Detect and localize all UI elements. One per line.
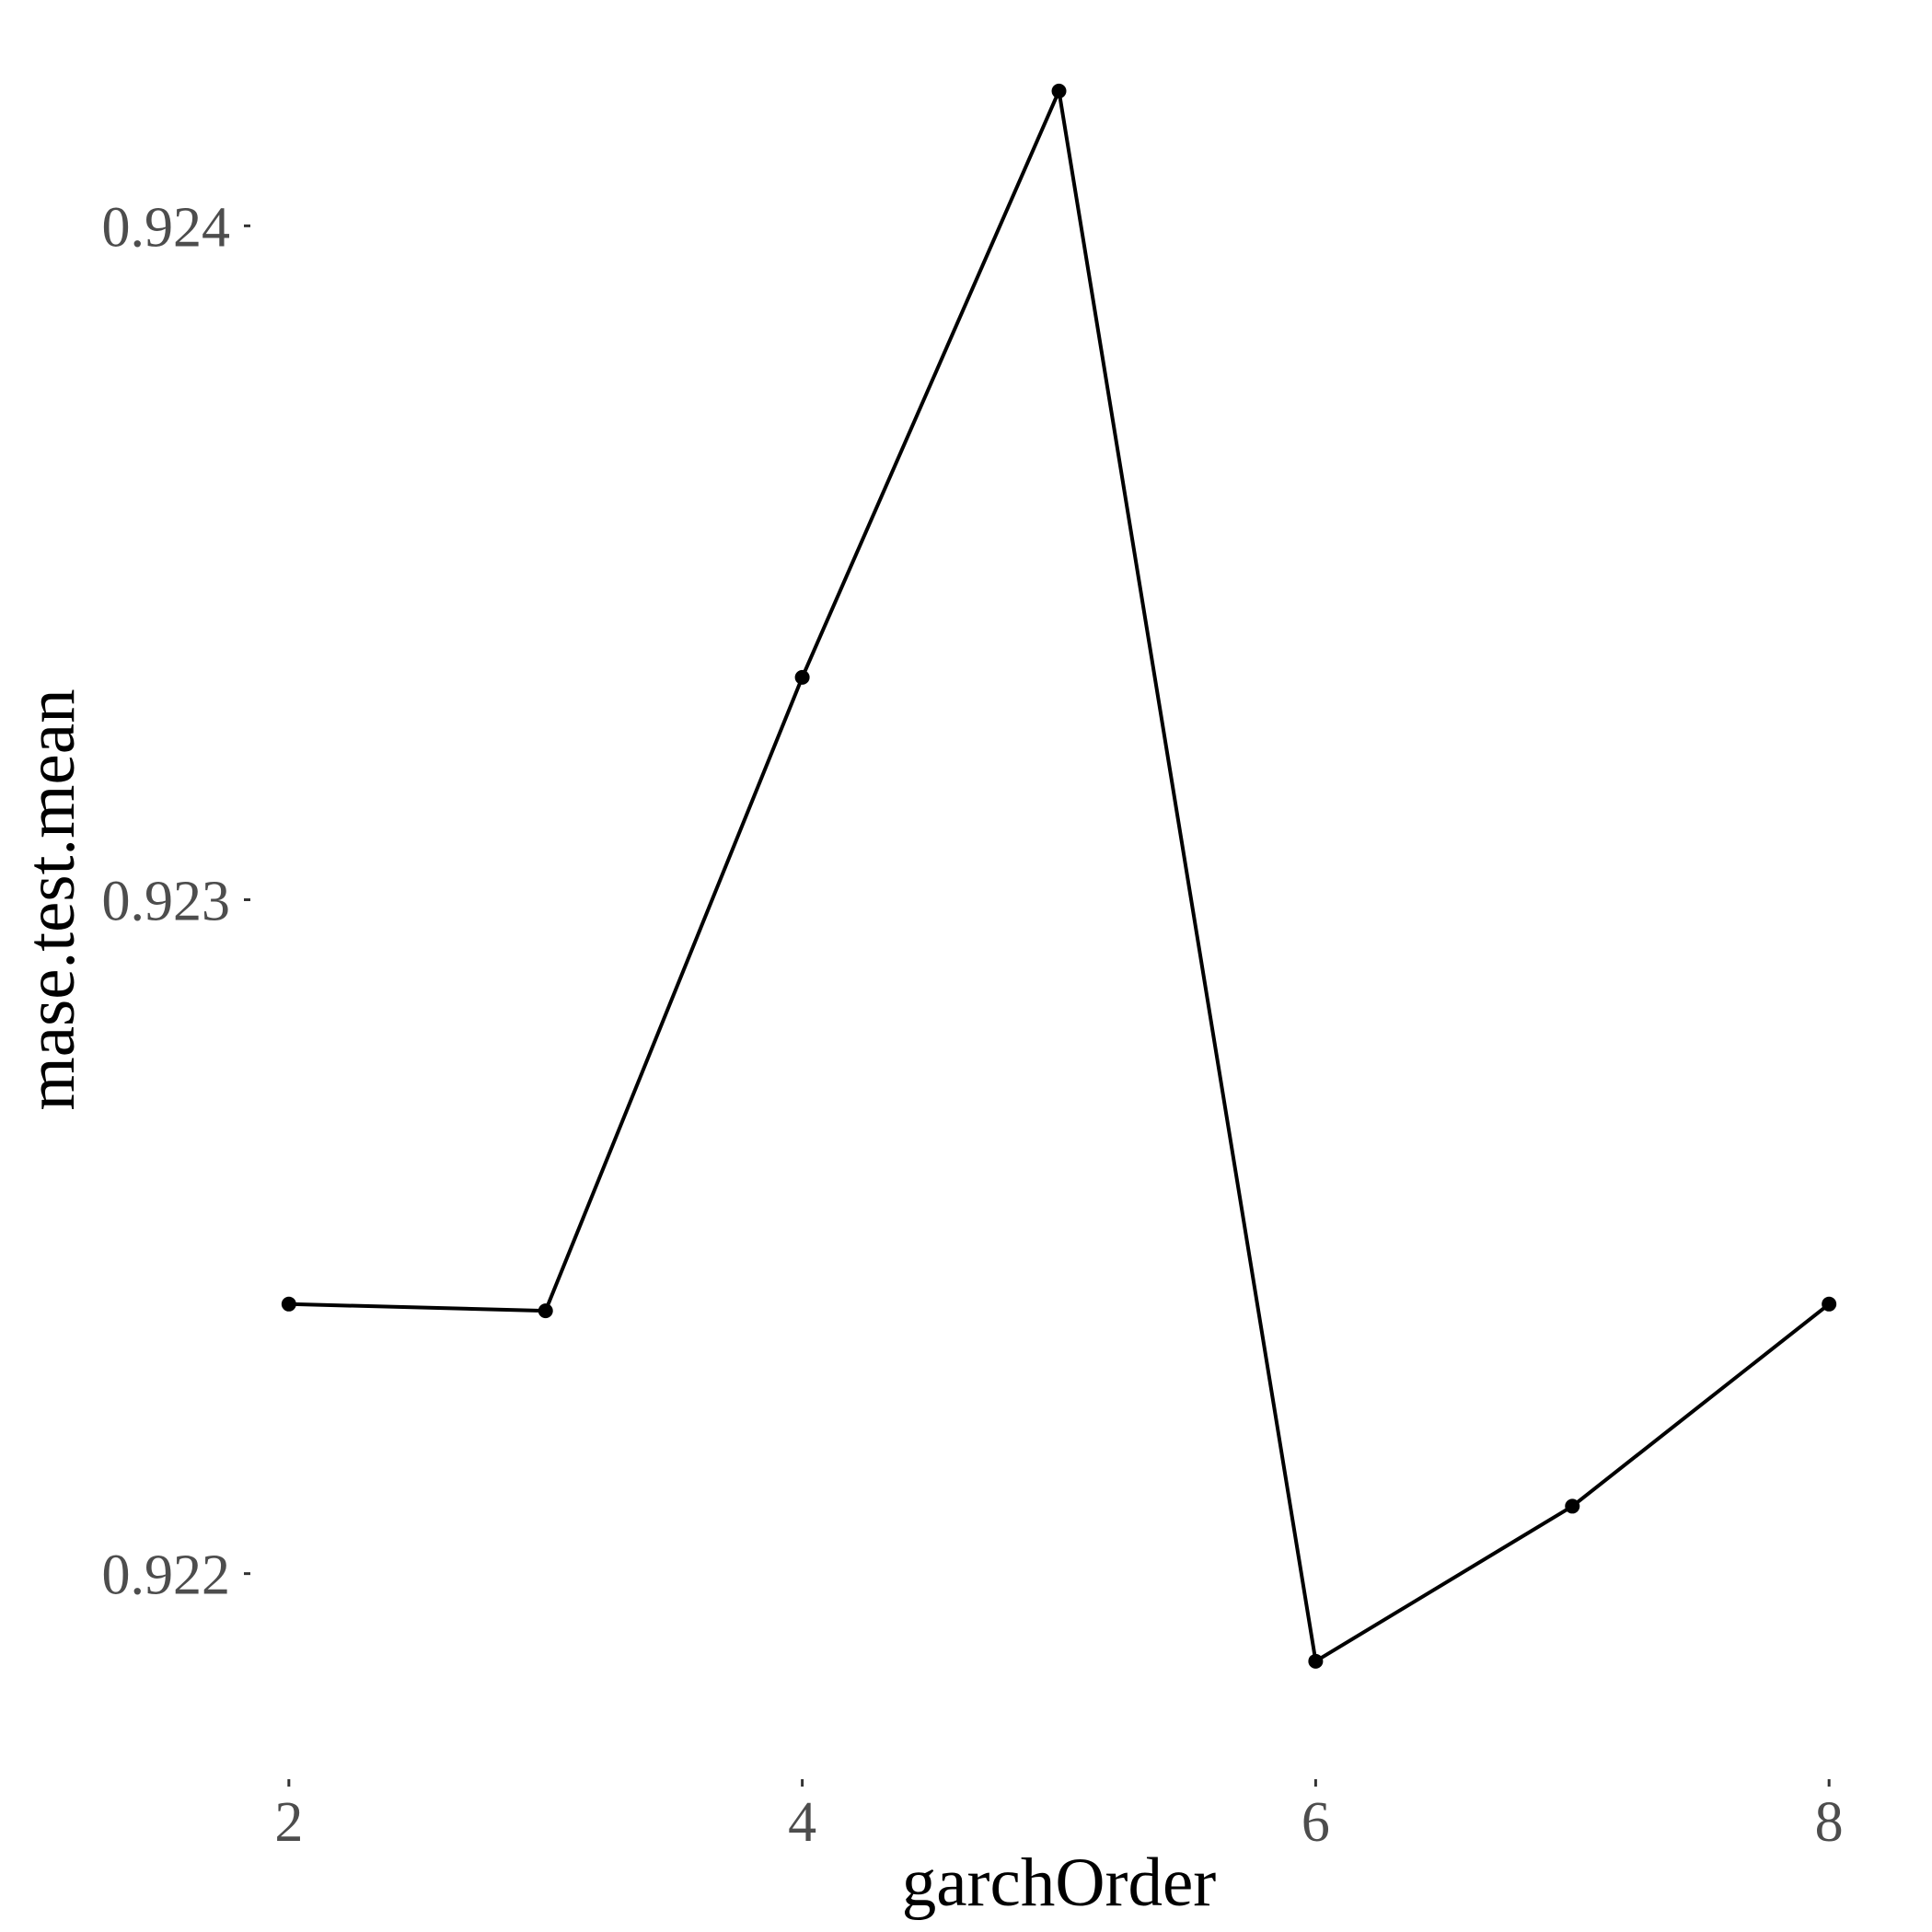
x-axis-ticks: 2 4 6 8 [274,1779,1844,1854]
x-tick-label: 6 [1301,1791,1330,1854]
series-line [288,88,1831,1663]
data-point [538,1303,553,1319]
data-point [1051,83,1067,98]
y-axis-title: mase.test.mean [13,688,89,1110]
data-point [1565,1498,1580,1514]
x-tick-label: 2 [274,1791,303,1854]
data-point [794,669,810,685]
y-axis-ticks: 0.922 0.923 0.924 [102,196,250,1607]
y-tick-label: 0.924 [102,196,231,259]
x-tick-label: 8 [1815,1791,1844,1854]
data-point [1308,1653,1324,1669]
data-point [281,1296,296,1312]
x-tick-label: 4 [788,1791,816,1854]
y-tick-label: 0.922 [102,1544,231,1607]
data-point [1822,1296,1837,1312]
y-tick-label: 0.923 [102,871,231,933]
series-group [281,83,1837,1669]
x-axis-title: garchOrder [902,1845,1216,1921]
